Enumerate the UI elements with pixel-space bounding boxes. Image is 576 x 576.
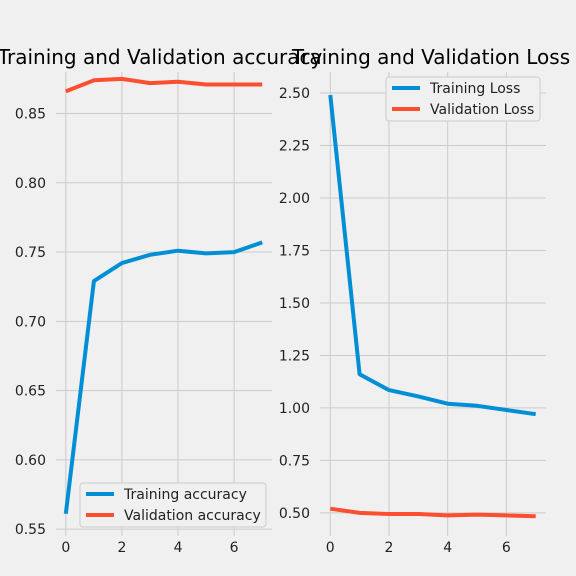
accuracy-x-tick-label: 0 <box>61 540 70 556</box>
accuracy-series-line-0 <box>63 240 263 515</box>
accuracy-chart-title: Training and Validation accuracy <box>0 45 322 69</box>
loss-legend: Training Loss Validation Loss <box>385 76 541 122</box>
loss-y-tick-label: 1.25 <box>279 348 310 364</box>
loss-x-tick-label: 2 <box>385 540 394 556</box>
accuracy-x-ticks: 0 2 4 6 <box>61 540 238 556</box>
loss-legend-label: Training Loss <box>429 81 520 97</box>
loss-y-tick-label: 2.00 <box>279 191 310 207</box>
accuracy-legend: Training accuracy Validation accuracy <box>79 482 267 528</box>
accuracy-y-tick-label: 0.85 <box>15 107 46 123</box>
accuracy-x-tick-label: 2 <box>117 540 126 556</box>
accuracy-y-tick-label: 0.65 <box>15 384 46 400</box>
loss-y-tick-label: 2.25 <box>279 138 310 154</box>
loss-y-tick-label: 1.00 <box>279 401 310 417</box>
accuracy-series-line-1 <box>65 76 263 94</box>
loss-chart-title: Training and Validation Loss <box>291 45 570 69</box>
loss-legend-box <box>385 76 541 122</box>
loss-chart: Training and Validation Loss 0.50 0.75 1.0… <box>279 45 570 556</box>
accuracy-grid <box>56 72 272 536</box>
loss-y-ticks: 0.50 0.75 1.00 1.25 1.50 1.75 2.00 2.25 2.50 <box>279 86 310 522</box>
accuracy-legend-label: Validation accuracy <box>124 508 261 524</box>
accuracy-y-ticks: 0.55 0.60 0.65 0.70 0.75 0.80 0.85 <box>15 107 46 539</box>
loss-series-line-0 <box>328 94 536 417</box>
accuracy-chart: Training and Validation accuracy 0.55 0.6… <box>0 45 322 556</box>
accuracy-y-tick-label: 0.80 <box>15 176 46 192</box>
loss-x-tick-label: 6 <box>502 540 511 556</box>
loss-x-tick-label: 4 <box>443 540 452 556</box>
accuracy-x-tick-label: 4 <box>174 540 183 556</box>
loss-y-tick-label: 0.75 <box>279 453 310 469</box>
loss-y-tick-label: 1.50 <box>279 296 310 312</box>
accuracy-y-tick-label: 0.75 <box>15 245 46 261</box>
accuracy-legend-label: Training accuracy <box>123 487 247 503</box>
loss-series <box>328 94 536 519</box>
loss-legend-label: Validation Loss <box>430 102 534 118</box>
loss-y-tick-label: 0.50 <box>279 506 310 522</box>
loss-series-line-1 <box>330 506 536 519</box>
loss-x-tick-label: 0 <box>326 540 335 556</box>
accuracy-y-tick-label: 0.70 <box>15 314 46 330</box>
accuracy-y-tick-label: 0.60 <box>15 453 46 469</box>
accuracy-legend-box <box>79 482 267 528</box>
accuracy-x-tick-label: 6 <box>230 540 239 556</box>
loss-grid <box>320 72 546 536</box>
loss-y-tick-label: 2.50 <box>279 86 310 102</box>
loss-y-tick-label: 1.75 <box>279 243 310 259</box>
loss-x-ticks: 0 2 4 6 <box>326 540 511 556</box>
accuracy-series <box>63 76 263 515</box>
accuracy-y-tick-label: 0.55 <box>15 522 46 538</box>
